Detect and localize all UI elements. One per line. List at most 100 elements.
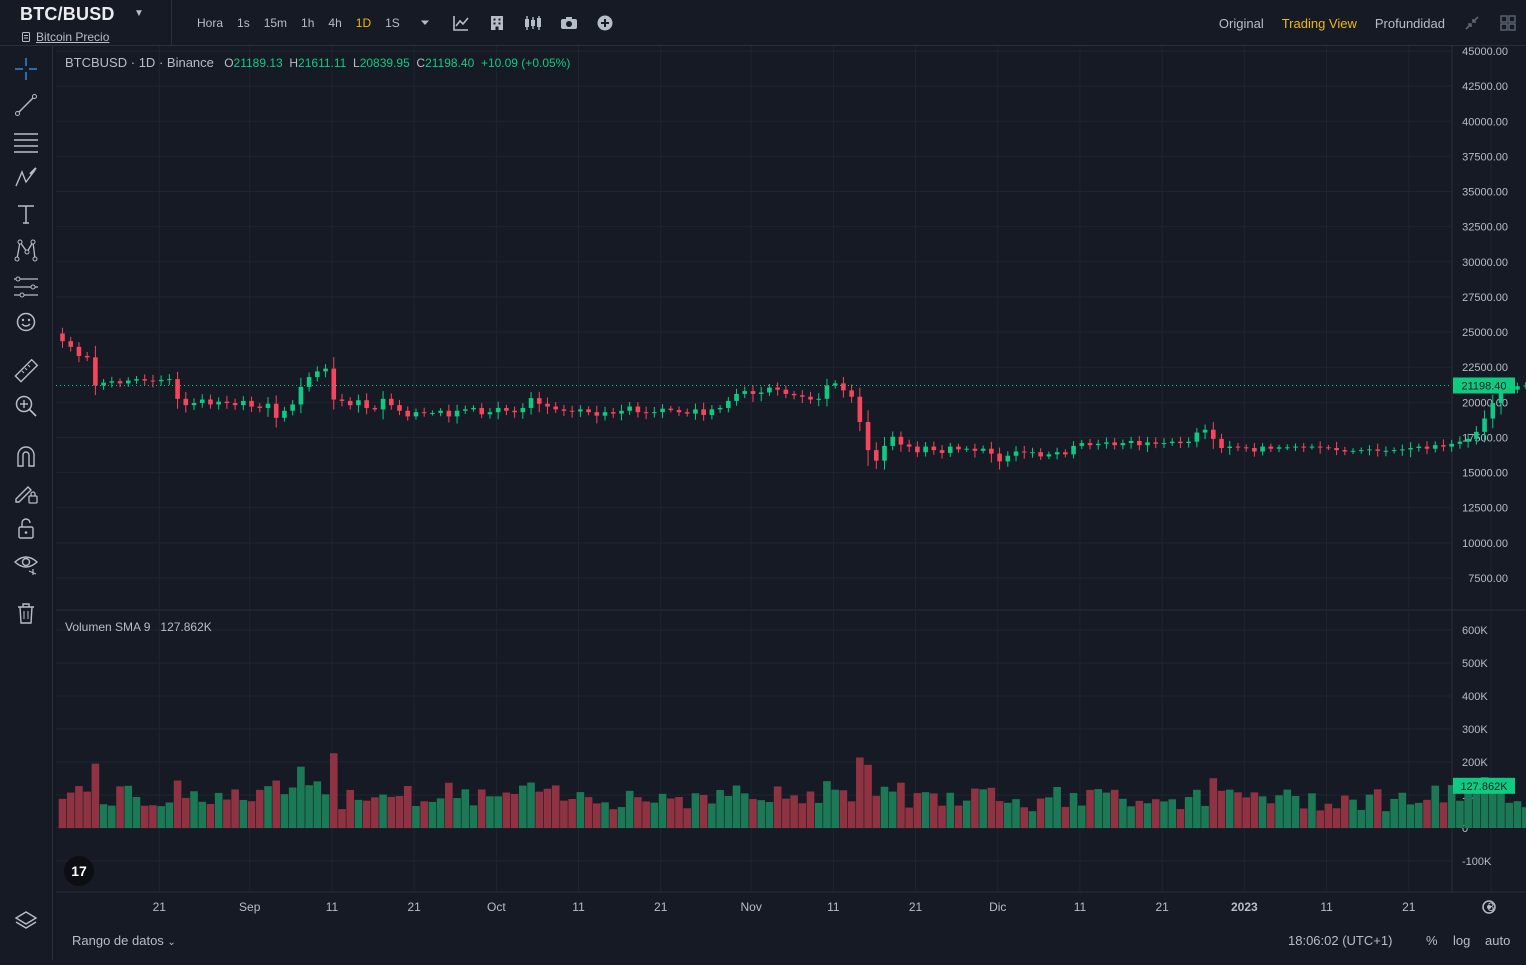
interval-hora[interactable]: Hora (197, 16, 224, 30)
candle-body (586, 409, 591, 413)
ruler-icon[interactable] (13, 358, 39, 384)
symbol-subtitle[interactable]: Bitcoin Precio (22, 30, 109, 44)
interval-1d[interactable]: 1D (355, 16, 372, 30)
interval-1h[interactable]: 1h (301, 16, 315, 30)
volume-bar (905, 807, 913, 828)
view-trading-view[interactable]: Trading View (1281, 15, 1357, 31)
candle-body (471, 407, 476, 410)
volume-bar (675, 796, 683, 828)
settings-icon-center[interactable] (1487, 905, 1491, 909)
magnet-icon[interactable] (13, 443, 39, 469)
candle-body (68, 341, 74, 347)
interval-15m[interactable]: 15m (263, 16, 288, 30)
trash-icon[interactable] (13, 600, 39, 626)
symbol-pair[interactable]: BTC/BUSD (20, 4, 115, 24)
candle-body (364, 400, 369, 408)
volume-bar (519, 785, 527, 828)
volume-bar (691, 793, 700, 828)
text-icon[interactable] (13, 201, 39, 227)
chevron-down-icon[interactable] (407, 0, 443, 46)
layout-grid-icon[interactable] (1490, 0, 1526, 46)
fib-lines-icon[interactable] (13, 129, 39, 155)
chevron-down-icon[interactable]: ⌄ (167, 937, 176, 948)
indicators-icon[interactable] (443, 0, 479, 46)
volume-axis-label: 0 (1462, 823, 1468, 835)
volume-bar (1225, 789, 1234, 828)
candles-icon[interactable] (515, 0, 551, 46)
candle-body (660, 408, 665, 413)
volume-bar (1184, 796, 1193, 828)
candle-body (1186, 441, 1191, 444)
candle-body (208, 399, 213, 405)
percent-toggle[interactable]: % (1426, 933, 1438, 948)
volume-bar (510, 794, 519, 828)
building-icon[interactable] (479, 0, 515, 46)
candle-body (906, 444, 912, 447)
price-axis-label: 35000.00 (1462, 187, 1508, 199)
candle-body (1350, 450, 1356, 452)
trendline-icon[interactable] (13, 92, 39, 118)
candle-body (167, 379, 172, 381)
eye-icon[interactable] (13, 551, 39, 577)
crosshair-icon[interactable] (13, 56, 39, 82)
volume-bar (560, 800, 568, 828)
settings-icon[interactable] (1482, 900, 1496, 914)
tradingview-logo[interactable] (64, 856, 94, 886)
auto-toggle[interactable]: auto (1485, 933, 1511, 948)
time-axis-label: 21 (407, 900, 421, 914)
pattern-icon[interactable] (13, 237, 39, 263)
zoom-in-icon[interactable] (13, 393, 39, 419)
camera-icon[interactable] (551, 0, 587, 46)
candle-body (1128, 440, 1134, 444)
volume-bar (461, 789, 470, 828)
time-axis-label: 21 (153, 900, 167, 914)
volume-bar (321, 794, 330, 828)
prediction-icon[interactable] (13, 273, 39, 299)
symbol-subtitle-label[interactable]: Bitcoin Precio (36, 30, 110, 44)
view-depth[interactable]: Profundidad (1374, 15, 1445, 31)
log-toggle[interactable]: log (1453, 933, 1471, 948)
candle-body (1383, 450, 1389, 452)
volume-bar (66, 792, 75, 828)
volume-bar (1447, 785, 1456, 828)
chevron-down-icon[interactable]: ▼ (134, 8, 144, 19)
last-price-badge (1453, 377, 1515, 394)
candle-body (734, 393, 739, 401)
symbol-selector[interactable]: BTC/BUSD ▼ Bitcoin Precio (0, 0, 172, 46)
interval-1w[interactable]: 1S (385, 16, 400, 30)
chart-canvas[interactable]: 45000.0042500.0040000.0037500.0035000.00… (48, 46, 1526, 960)
volume-bar (1423, 799, 1431, 828)
candle-body (553, 406, 558, 410)
interval-4h[interactable]: 4h (328, 16, 342, 30)
lock-icon[interactable] (13, 515, 39, 541)
price-axis-label: 20000.00 (1462, 397, 1508, 409)
collapse-icon[interactable] (1454, 0, 1490, 46)
volume-bar (658, 793, 667, 828)
volume-bar (1086, 789, 1094, 828)
candle-body (635, 406, 641, 413)
date-range-button[interactable]: Rango de datos ⌄ (72, 933, 176, 948)
layers-icon[interactable] (13, 908, 39, 934)
price-axis-label: 15000.00 (1462, 468, 1508, 480)
interval-1s[interactable]: 1s (237, 16, 250, 30)
volume-bar (1176, 809, 1185, 828)
candle-body (1482, 418, 1487, 432)
date-range-label[interactable]: Rango de datos (72, 933, 164, 948)
candle-body (1400, 449, 1405, 451)
brush-icon[interactable] (13, 165, 39, 191)
chart-area[interactable]: 45000.00 42500.00 40000.00 37500.00 35000.00… (48, 46, 1526, 960)
view-original[interactable]: Original (1218, 15, 1264, 31)
emoji-icon[interactable] (13, 309, 39, 335)
volume-bar (83, 791, 91, 828)
candle-body (413, 412, 419, 417)
volume-bar (91, 763, 100, 828)
candle-body (1194, 432, 1200, 442)
candle-body (199, 399, 205, 404)
volume-bar (609, 809, 618, 828)
lock-draw-icon[interactable] (13, 479, 39, 505)
legend-close-label: C (416, 56, 426, 70)
volume-bar (445, 782, 453, 828)
volume-bar (880, 786, 889, 828)
add-circle-icon[interactable] (587, 0, 623, 46)
